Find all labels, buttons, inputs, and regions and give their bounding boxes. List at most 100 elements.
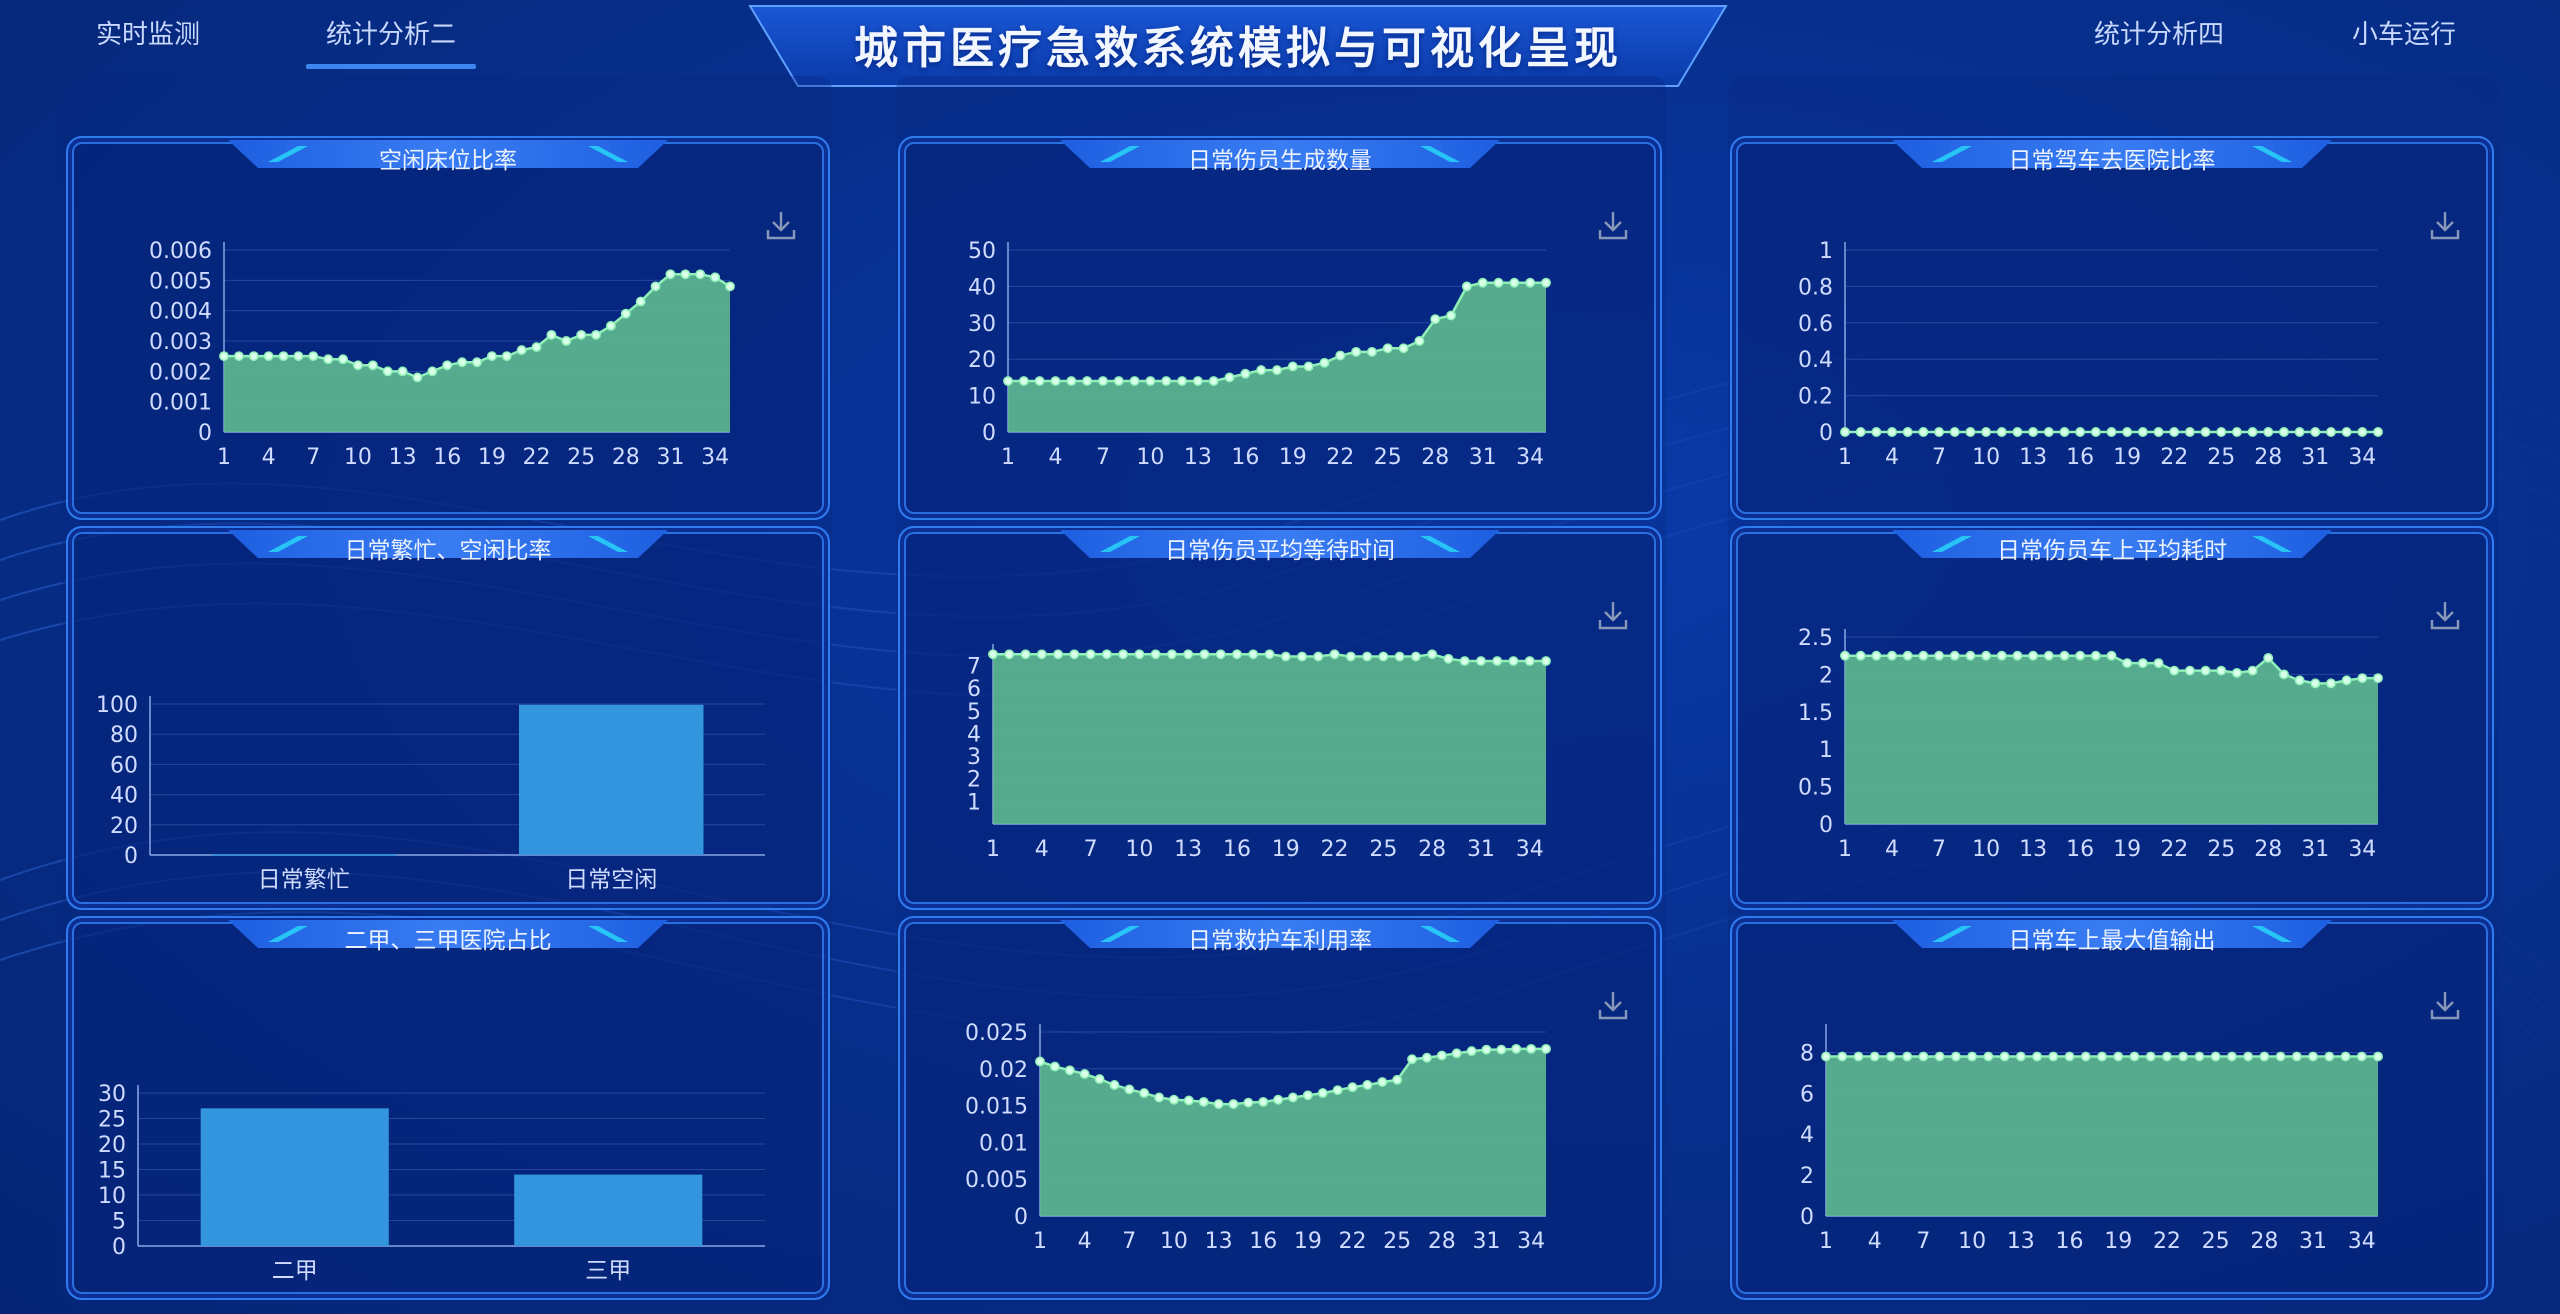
data-point[interactable] [1541, 277, 1551, 288]
data-point[interactable] [382, 366, 393, 377]
data-point[interactable] [1256, 365, 1267, 376]
data-point[interactable] [2278, 669, 2289, 680]
data-point[interactable] [1183, 1095, 1194, 1106]
data-point[interactable] [1036, 649, 1047, 660]
data-point[interactable] [2216, 665, 2227, 676]
data-point[interactable] [1066, 376, 1077, 386]
data-point[interactable] [1317, 1088, 1328, 1099]
data-point[interactable] [2169, 427, 2180, 437]
data-point[interactable] [591, 329, 602, 340]
data-point[interactable] [605, 320, 616, 331]
data-point[interactable] [1398, 343, 1409, 354]
data-point[interactable] [1394, 651, 1405, 662]
data-point[interactable] [1034, 376, 1045, 386]
download-icon[interactable] [2428, 988, 2462, 1022]
data-point[interactable] [233, 351, 244, 362]
data-point[interactable] [308, 351, 319, 362]
data-point[interactable] [2373, 1051, 2383, 1062]
data-point[interactable] [2048, 1051, 2059, 1062]
data-point[interactable] [501, 351, 512, 362]
data-point[interactable] [1967, 1051, 1978, 1062]
data-point[interactable] [1885, 1051, 1896, 1062]
data-point[interactable] [1477, 277, 1488, 288]
data-point[interactable] [2043, 427, 2054, 437]
data-point[interactable] [1421, 1052, 1432, 1063]
data-point[interactable] [1934, 427, 1945, 437]
data-point[interactable] [1855, 427, 1866, 437]
data-point[interactable] [546, 329, 557, 340]
data-point[interactable] [472, 357, 482, 368]
data-point[interactable] [1950, 1051, 1961, 1062]
data-point[interactable] [1215, 649, 1226, 660]
data-point[interactable] [1118, 649, 1129, 660]
data-point[interactable] [352, 360, 363, 371]
data-point[interactable] [1981, 650, 1992, 661]
data-point[interactable] [2043, 650, 2054, 661]
data-point[interactable] [1934, 1051, 1945, 1062]
data-point[interactable] [2106, 427, 2117, 437]
data-point[interactable] [2129, 1051, 2140, 1062]
data-point[interactable] [278, 351, 289, 362]
data-point[interactable] [1018, 376, 1029, 386]
bar[interactable] [519, 704, 704, 855]
data-point[interactable] [2090, 427, 2101, 437]
data-point[interactable] [1493, 277, 1504, 288]
data-point[interactable] [1004, 649, 1015, 660]
data-point[interactable] [2137, 658, 2148, 669]
data-point[interactable] [367, 360, 378, 371]
data-point[interactable] [2012, 650, 2023, 661]
data-point[interactable] [1094, 1074, 1105, 1085]
data-point[interactable] [2226, 1051, 2237, 1062]
data-point[interactable] [1821, 1051, 1831, 1062]
data-point[interactable] [2356, 1051, 2367, 1062]
data-point[interactable] [2326, 427, 2336, 437]
data-point[interactable] [1949, 427, 1960, 437]
data-point[interactable] [1541, 656, 1551, 667]
data-point[interactable] [1461, 281, 1472, 292]
data-point[interactable] [2113, 1051, 2124, 1062]
data-point[interactable] [2310, 678, 2321, 689]
data-point[interactable] [1345, 651, 1356, 662]
data-point[interactable] [323, 354, 334, 365]
nav-statistics-2[interactable]: 统计分析二 [305, 14, 477, 69]
data-point[interactable] [516, 345, 527, 356]
data-point[interactable] [2122, 427, 2133, 437]
data-point[interactable] [1382, 343, 1393, 354]
data-point[interactable] [2259, 1051, 2270, 1062]
data-point[interactable] [397, 366, 408, 377]
data-point[interactable] [1199, 649, 1210, 660]
data-point[interactable] [2247, 427, 2258, 437]
data-point[interactable] [2122, 658, 2133, 669]
data-point[interactable] [2032, 1051, 2043, 1062]
data-point[interactable] [1902, 1051, 1913, 1062]
data-point[interactable] [2106, 650, 2117, 661]
data-point[interactable] [1871, 650, 1882, 661]
data-point[interactable] [1224, 372, 1235, 383]
data-point[interactable] [1273, 1094, 1284, 1105]
data-point[interactable] [1869, 1051, 1880, 1062]
data-point[interactable] [2028, 427, 2039, 437]
data-point[interactable] [1492, 656, 1503, 667]
data-point[interactable] [2059, 427, 2070, 437]
data-point[interactable] [2263, 652, 2274, 663]
data-point[interactable] [1508, 656, 1519, 667]
data-point[interactable] [2028, 650, 2039, 661]
data-point[interactable] [2278, 427, 2289, 437]
data-point[interactable] [1496, 1044, 1507, 1055]
data-point[interactable] [680, 269, 691, 280]
data-point[interactable] [1475, 656, 1486, 667]
data-point[interactable] [1049, 1061, 1060, 1072]
data-point[interactable] [219, 351, 229, 362]
download-icon[interactable] [2428, 598, 2462, 632]
data-point[interactable] [2137, 427, 2148, 437]
data-point[interactable] [1232, 649, 1242, 660]
data-point[interactable] [1837, 1051, 1848, 1062]
data-point[interactable] [1965, 427, 1976, 437]
data-point[interactable] [427, 366, 438, 377]
data-point[interactable] [1871, 427, 1882, 437]
data-point[interactable] [1525, 277, 1536, 288]
data-point[interactable] [1509, 277, 1520, 288]
download-icon[interactable] [1596, 208, 1630, 242]
data-point[interactable] [1134, 649, 1145, 660]
data-point[interactable] [2097, 1051, 2107, 1062]
